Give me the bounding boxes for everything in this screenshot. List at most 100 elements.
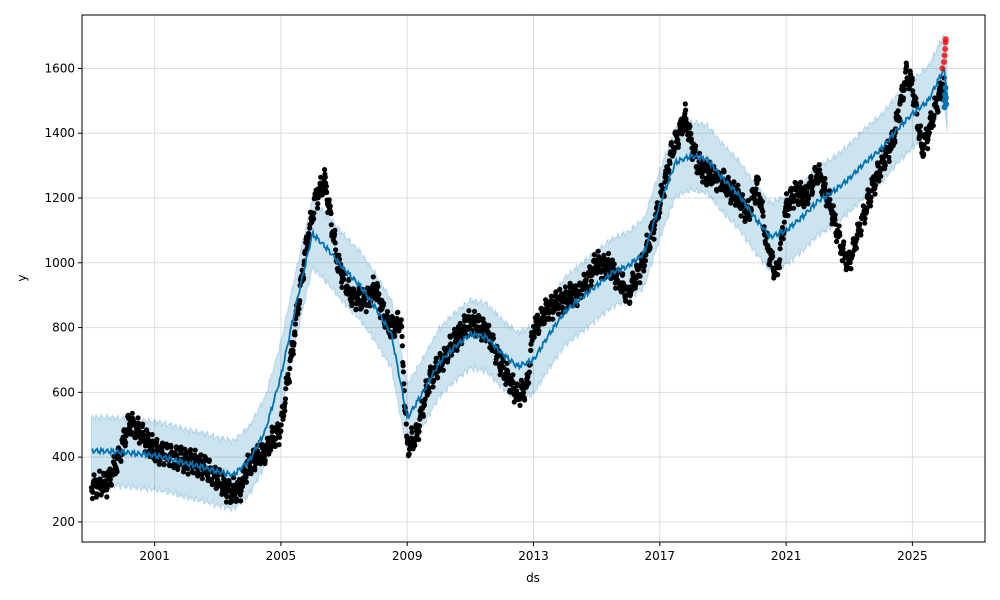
observed-point [921,142,927,148]
observed-point [161,462,167,468]
observed-point [595,248,601,254]
forecast-points [941,84,950,111]
observed-point [135,415,141,421]
observed-point [295,310,301,317]
observed-point [370,274,376,280]
observed-point [808,173,814,180]
observed-point [738,213,744,219]
observed-point [311,216,317,222]
observed-point [430,384,436,390]
observed-point [886,158,892,164]
x-tick-label: 2013 [518,549,549,563]
observed-point [461,313,467,319]
observed-point [777,246,783,252]
observed-point [292,321,298,327]
y-tick-label: 1400 [44,126,75,140]
observed-point [292,332,298,338]
observed-point [476,314,482,320]
observed-point [452,326,458,332]
observed-point [809,189,816,195]
observed-point [229,498,235,504]
observed-point [363,309,369,315]
observed-point [532,327,538,334]
observed-point [409,425,415,431]
observed-point [641,262,648,269]
observed-point [904,63,910,69]
observed-point [926,130,933,136]
observed-point [878,173,884,179]
observed-point [129,410,135,416]
highlight-point [941,59,947,65]
observed-point [760,209,766,215]
observed-point [830,203,837,209]
observed-point [101,471,107,477]
observed-point [752,200,758,206]
observed-point [536,328,542,334]
observed-point [128,429,134,435]
observed-point [296,306,302,312]
observed-point [896,115,903,122]
x-tick-label: 2009 [392,549,423,563]
highlight-point [942,46,949,52]
observed-point [283,386,289,392]
observed-point [399,324,405,330]
observed-point [154,436,160,443]
observed-point [900,95,907,101]
observed-point [278,428,284,434]
observed-point [291,340,297,346]
observed-point [290,351,296,357]
observed-point [627,299,633,305]
observed-point [238,498,244,504]
observed-point [234,497,240,503]
observed-point [675,137,681,143]
observed-point [403,421,409,427]
observed-point [886,154,892,160]
observed-point [490,335,496,341]
observed-point [376,291,382,297]
observed-point [178,444,184,450]
observed-point [400,369,407,375]
observed-point [759,199,766,205]
observed-point [466,308,472,314]
observed-point [184,449,190,455]
uncertainty-interval-band [91,33,948,514]
observed-point [854,236,860,242]
observed-point [381,300,387,306]
forecast-point [942,84,949,91]
observed-point [510,372,516,378]
observed-point [872,182,879,188]
observed-point [416,423,423,429]
highlight-point [942,36,949,43]
observed-point [754,180,760,186]
observed-point [108,482,114,488]
y-tick-label: 1600 [44,61,75,75]
forecast-point [943,101,950,108]
observed-point [801,204,807,210]
observed-point [144,427,150,433]
observed-point [422,396,428,402]
observed-point [783,191,790,197]
observed-point [786,202,793,208]
observed-point [269,429,275,435]
observed-point [118,458,124,464]
observed-point [892,139,898,145]
observed-point [447,334,453,340]
observed-point [168,444,174,450]
observed-point [192,452,198,459]
observed-point [375,283,381,289]
observed-point [647,245,653,251]
observed-point [817,167,823,173]
observed-point [318,174,324,180]
observed-point [769,249,775,255]
observed-point [528,347,534,353]
observed-point [760,213,766,219]
observed-point [668,140,675,146]
observed-point [171,461,177,467]
observed-point [700,179,706,185]
observed-point [327,203,333,209]
observed-point [605,256,611,263]
observed-point [97,468,103,474]
observed-point [522,397,528,403]
y-tick-label: 1000 [44,256,75,270]
observed-point [642,258,649,264]
